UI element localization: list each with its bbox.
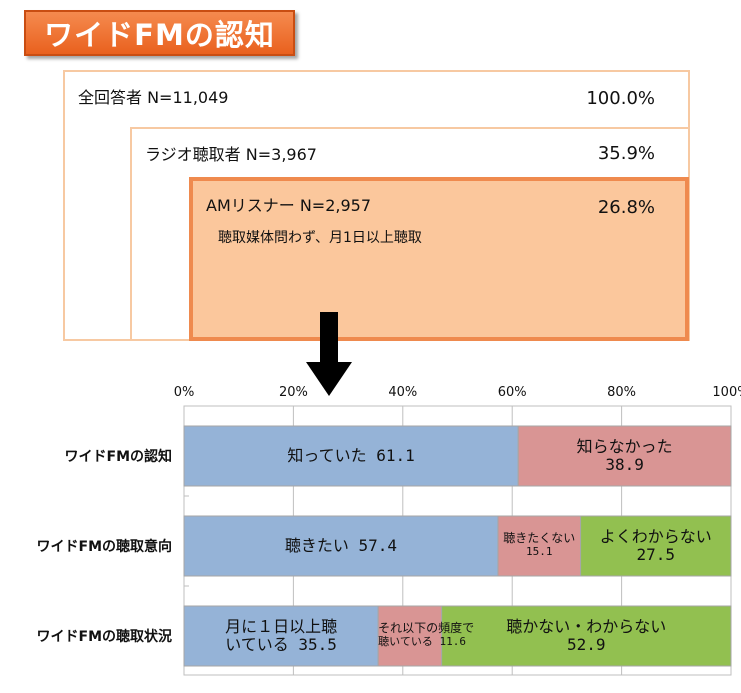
bar-data-label-line: 聴かない・わからない [506, 616, 667, 636]
bar-data-label-line: 27.5 [636, 544, 676, 564]
x-tick-label: 100% [712, 385, 741, 400]
bar-segment [517, 425, 732, 487]
bar-data-label-line: 聴きたい 57.4 [284, 535, 398, 555]
population-box-am [189, 177, 689, 341]
bar-data-label-line: 知っていた 61.1 [287, 445, 415, 465]
bar-data-label: 月に１日以上聴 いている 35.5 [184, 616, 378, 655]
population-am-label: AMリスナー N=2,957 [206, 196, 372, 215]
bar-data-label-line: 聴いている 11.6 [378, 634, 466, 648]
bar-segment [580, 515, 732, 577]
bar-data-label: 知っていた 61.1 [184, 445, 518, 465]
x-tick-label: 40% [388, 385, 417, 400]
population-am-pct: 26.8% [597, 197, 655, 218]
bar-data-label-line: 52.9 [567, 634, 606, 654]
bar-data-label-line: 38.9 [605, 454, 644, 474]
bar-data-label-line: 知らなかった [576, 436, 673, 456]
population-all-label: 全回答者 N=11,049 [78, 88, 229, 107]
bar-segment [441, 605, 732, 667]
population-am-sub: 聴取媒体問わず、月1日以上聴取 [218, 230, 422, 246]
x-tick-label: 60% [498, 385, 527, 400]
bar-data-label-line: よくわからない [599, 526, 712, 546]
bar-data-label-line: 15.1 [526, 544, 553, 558]
bar-data-label-line: 聴きたくない [503, 531, 576, 546]
page-title: ワイドFMの認知 [24, 10, 295, 56]
bar-data-label: よくわからない 27.5 [581, 526, 731, 565]
x-tick-label: 20% [279, 385, 308, 400]
down-arrow-icon [306, 312, 352, 396]
bar-segment [183, 425, 519, 487]
row-label: ワイドFMの聴取意向 [36, 539, 173, 555]
bar-segment [183, 605, 379, 667]
population-radio-label: ラジオ聴取者 N=3,967 [145, 145, 317, 164]
bar-data-label: それ以下の頻度で 聴いている 11.6 [378, 621, 475, 648]
row-label: ワイドFMの認知 [64, 449, 173, 465]
bar-data-label: 知らなかった 38.9 [518, 436, 731, 475]
bar-data-label: 聴きたい 57.4 [184, 535, 498, 555]
population-all-pct: 100.0% [586, 88, 655, 109]
bar-data-label: 聴きたくない 15.1 [498, 531, 581, 558]
bar-data-label-line: それ以下の頻度で [378, 621, 475, 636]
bar-segment [377, 605, 443, 667]
x-tick-label: 0% [174, 385, 195, 400]
x-tick-label: 80% [607, 385, 636, 400]
bar-data-label: 聴かない・わからない 52.9 [442, 616, 731, 655]
bar-data-label-line: 月に１日以上聴 [225, 616, 338, 636]
bar-segment [497, 515, 582, 577]
row-label: ワイドFMの聴取状況 [36, 629, 173, 645]
population-radio-pct: 35.9% [597, 143, 655, 164]
bar-data-label-line: いている 35.5 [225, 634, 337, 654]
